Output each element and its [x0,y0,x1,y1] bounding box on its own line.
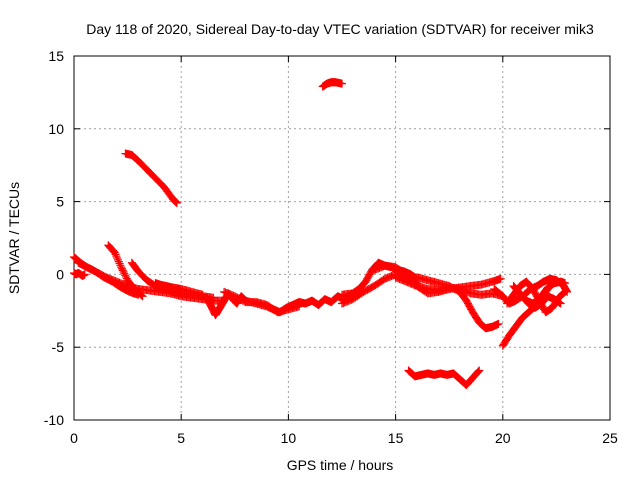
data-point [117,264,126,273]
y-tick-label: 10 [48,121,64,137]
chart-title: Day 118 of 2020, Sidereal Day-to-day VTE… [86,21,594,37]
x-tick-label: 10 [281,430,297,446]
data-series [70,78,572,390]
y-tick-label: 0 [56,266,64,282]
data-point [119,268,128,277]
data-point [172,199,181,208]
x-tick-label: 0 [70,430,78,446]
series-arc-10 [220,287,304,317]
y-tick-label: 5 [56,194,64,210]
series-arc-16 [404,366,484,390]
data-point [295,302,304,311]
x-axis-label: GPS time / hours [287,457,394,473]
data-point [494,319,503,328]
x-tick-label: 5 [177,430,185,446]
series-arc-6 [151,279,207,299]
series-arc-7 [121,149,181,208]
y-tick-label: -10 [44,412,64,428]
data-point [547,280,556,289]
data-point [112,252,121,261]
data-point [121,272,130,281]
data-point [111,250,120,259]
data-point [121,271,130,280]
series-arc-4 [104,241,147,301]
y-tick-label: -5 [52,339,65,355]
data-point [118,266,127,275]
data-point [138,292,147,301]
data-point [198,290,207,299]
data-point [137,291,146,300]
series-arc-15 [413,273,503,333]
data-point [473,368,482,377]
data-point [120,269,129,278]
x-tick-label: 25 [602,430,618,446]
data-point [475,366,484,375]
data-point [114,257,123,266]
axes [73,55,611,421]
data-point [548,279,557,288]
data-point [113,254,122,263]
data-point [115,259,124,268]
data-point [110,248,119,257]
data-point [474,367,483,376]
series-arc-8 [318,78,346,91]
plot-border [73,55,611,421]
x-tick-label: 15 [388,430,404,446]
data-point [338,79,346,88]
tick-labels: 0 5 10 15 20 25 -10 -5 0 5 10 15 [44,48,618,446]
data-point [116,261,125,270]
data-point [563,287,572,296]
data-point [496,274,505,283]
y-tick-label: 15 [48,48,64,64]
data-point [113,255,122,264]
y-axis-label: SDTVAR / TECUs [6,182,22,294]
data-point [117,263,126,272]
data-point [80,270,89,279]
grid-lines [74,56,610,420]
series-arc-2 [70,268,89,280]
x-tick-label: 20 [495,430,511,446]
series-arc-21 [509,279,557,308]
